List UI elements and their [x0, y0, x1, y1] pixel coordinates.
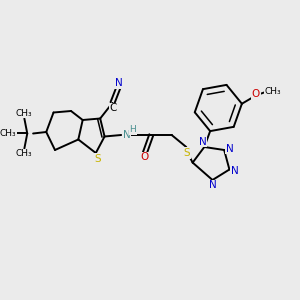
- Text: S: S: [95, 154, 101, 164]
- Text: S: S: [184, 148, 190, 158]
- Text: N: N: [123, 130, 130, 140]
- Text: O: O: [252, 89, 260, 99]
- Text: N: N: [199, 136, 207, 147]
- Text: N: N: [208, 180, 216, 190]
- Text: CH₃: CH₃: [16, 109, 32, 118]
- Text: O: O: [140, 152, 148, 162]
- Text: CH₃: CH₃: [0, 129, 16, 138]
- Text: N: N: [226, 143, 233, 154]
- Text: C: C: [109, 103, 117, 113]
- Text: CH₃: CH₃: [264, 87, 281, 96]
- Text: H: H: [130, 125, 136, 134]
- Text: N: N: [231, 166, 239, 176]
- Text: N: N: [115, 78, 123, 88]
- Text: CH₃: CH₃: [16, 149, 32, 158]
